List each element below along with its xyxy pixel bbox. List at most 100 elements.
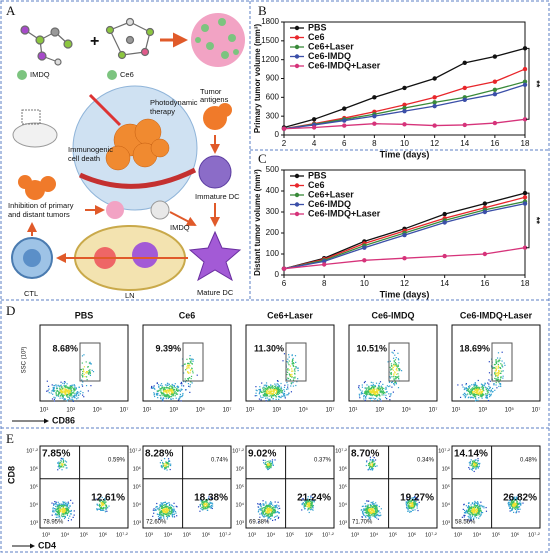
event-dot (365, 516, 367, 518)
scatter (51, 457, 110, 522)
event-dot (291, 363, 293, 365)
point (522, 190, 528, 196)
event-dot (373, 388, 376, 390)
event-dot (270, 501, 272, 503)
event-dot (161, 467, 163, 469)
event-dot (171, 510, 173, 513)
event-dot (509, 500, 512, 502)
event-dot (67, 399, 69, 401)
event-dot (175, 389, 178, 391)
event-dot (58, 505, 60, 507)
event-dot (155, 508, 157, 511)
event-dot (510, 503, 513, 506)
event-dot (309, 501, 311, 503)
event-dot (200, 496, 202, 499)
event-dot (98, 503, 101, 505)
event-dot (65, 512, 68, 514)
event-dot (472, 461, 474, 464)
event-dot (372, 461, 374, 463)
event-dot (61, 392, 63, 394)
event-dot (369, 461, 371, 463)
event-dot (371, 393, 374, 395)
event-dot (80, 368, 83, 371)
event-dot (189, 384, 191, 386)
event-dot (368, 515, 370, 517)
event-dot (481, 505, 483, 507)
event-dot (64, 389, 66, 391)
event-dot (269, 464, 271, 466)
event-dot (495, 362, 498, 365)
event-dot (467, 506, 469, 508)
event-dot (462, 508, 464, 511)
event-dot (283, 394, 285, 396)
event-dot (463, 509, 466, 512)
event-dot (474, 397, 477, 399)
event-dot (183, 380, 185, 383)
event-dot (473, 465, 476, 467)
event-dot (365, 511, 367, 513)
event-dot (381, 387, 384, 389)
event-dot (47, 390, 49, 392)
event-dot (467, 390, 470, 393)
x-tick-label: 10³ (145, 532, 153, 538)
event-dot (160, 388, 162, 390)
y-tick-label: 10³ (236, 520, 244, 526)
event-dot (60, 389, 62, 391)
point (492, 79, 498, 84)
event-dot (168, 392, 171, 394)
event-dot (166, 393, 168, 396)
event-dot (166, 509, 168, 512)
event-dot (368, 510, 370, 512)
event-dot (376, 508, 378, 510)
event-dot (189, 357, 191, 360)
event-dot (156, 502, 158, 505)
event-dot (474, 462, 476, 465)
event-dot (62, 396, 64, 398)
scatter (152, 457, 214, 520)
event-dot (472, 518, 475, 520)
point (372, 113, 377, 119)
event-dot (162, 465, 164, 468)
event-dot (179, 393, 182, 396)
event-dot (167, 387, 169, 389)
quadrant-percent: 8.70% (351, 449, 379, 460)
event-dot (270, 463, 272, 465)
event-dot (373, 389, 375, 391)
event-dot (186, 366, 188, 368)
event-dot (55, 516, 57, 518)
event-dot (64, 501, 66, 503)
quadrant-percent: 69.38% (249, 520, 270, 526)
legend-label: Ce6-IMDQ (308, 199, 351, 209)
event-dot (409, 504, 411, 506)
event-dot (66, 467, 68, 469)
event-dot (66, 508, 68, 510)
event-dot (277, 392, 279, 394)
event-dot (396, 365, 398, 367)
event-dot (394, 372, 396, 374)
event-dot (494, 377, 496, 380)
event-dot (64, 515, 66, 518)
event-dot (371, 506, 374, 508)
event-dot (311, 497, 314, 499)
event-dot (471, 388, 474, 390)
event-dot (394, 382, 396, 384)
event-dot (395, 373, 398, 375)
event-dot (68, 510, 70, 512)
event-dot (173, 508, 175, 510)
event-dot (268, 515, 270, 518)
event-dot (361, 384, 363, 386)
event-dot (210, 505, 213, 507)
event-dot (375, 508, 377, 510)
x-tick-label: 10⁴ (473, 531, 482, 538)
point (482, 209, 488, 215)
event-dot (365, 398, 367, 400)
event-dot (478, 504, 480, 506)
event-dot (466, 388, 468, 390)
event-dot (261, 391, 263, 393)
event-dot (312, 506, 314, 508)
x-tick-label: 10⁶ (305, 531, 313, 538)
event-dot (413, 506, 415, 508)
event-dot (164, 384, 167, 386)
event-dot (370, 508, 373, 510)
event-dot (377, 514, 379, 517)
